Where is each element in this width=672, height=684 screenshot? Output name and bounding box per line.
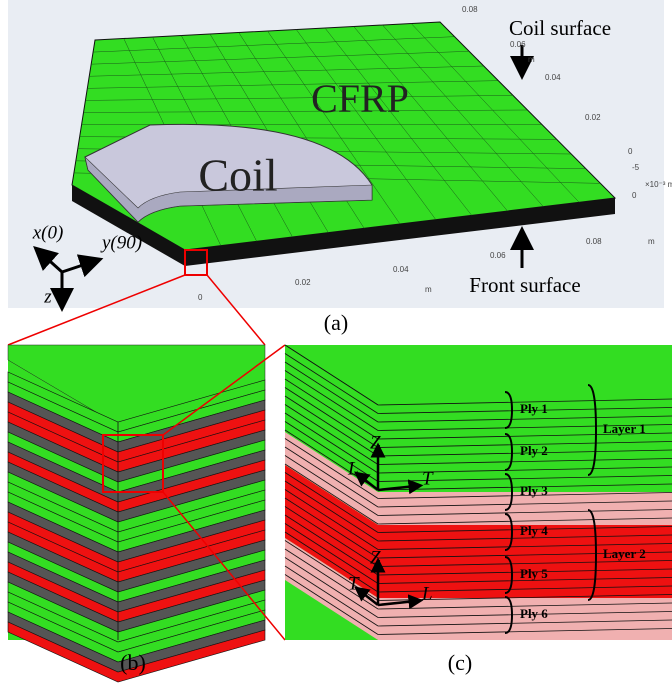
front-surface: Front surface bbox=[469, 273, 580, 297]
axis-z: z bbox=[43, 286, 52, 307]
axis-label: T bbox=[422, 468, 434, 489]
layer-label: Layer 1 bbox=[603, 421, 646, 436]
axis-label: L bbox=[347, 458, 359, 479]
ply-label: Ply 2 bbox=[520, 443, 548, 458]
panel-label: (a) bbox=[324, 310, 348, 335]
tick-label: 0.04 bbox=[393, 265, 409, 274]
tick-label: 0.06 bbox=[510, 40, 526, 49]
axis-label: L bbox=[421, 583, 433, 604]
ply-label: Ply 3 bbox=[520, 483, 548, 498]
axis-label: Z bbox=[370, 547, 381, 568]
axis-x: x(0) bbox=[32, 222, 64, 243]
tick-label: 0 bbox=[632, 191, 637, 200]
tick-label: 0 bbox=[628, 147, 633, 156]
tick-label: 0.08 bbox=[462, 5, 478, 14]
coil-surface: Coil surface bbox=[509, 16, 611, 40]
tick-label: 0.08 bbox=[586, 237, 602, 246]
tick-label: 0.04 bbox=[545, 73, 561, 82]
ply-label: Ply 1 bbox=[520, 401, 548, 416]
tick-label: m bbox=[528, 55, 535, 64]
figure: CFRP Coil Coil surface Front surface x(0… bbox=[0, 0, 672, 684]
ply-label: Ply 4 bbox=[520, 523, 548, 538]
tick-label: 0 bbox=[198, 293, 203, 302]
cfrp-label: CFRP bbox=[311, 76, 409, 121]
tick-label: m bbox=[425, 285, 432, 294]
tick-label: ×10⁻³ m bbox=[645, 180, 672, 189]
ply-label: Ply 5 bbox=[520, 566, 548, 581]
tick-label: 0.02 bbox=[585, 113, 601, 122]
axis-label: Z bbox=[370, 432, 381, 453]
tick-label: m bbox=[648, 237, 655, 246]
panel-c: Ply 1 Ply 2 Ply 3 Ply 4 Ply 5 Ply 6 Layer 1 Lay… bbox=[285, 345, 672, 640]
tick-label: -5 bbox=[632, 163, 640, 172]
tick-label: 0.06 bbox=[490, 251, 506, 260]
coil-label: Coil bbox=[198, 150, 277, 201]
panel-label: (c) bbox=[448, 650, 472, 675]
axis-y: y(90) bbox=[100, 232, 142, 253]
panel-a: CFRP Coil Coil surface Front surface x(0… bbox=[8, 0, 672, 308]
ply-label: Ply 6 bbox=[520, 606, 548, 621]
panel-label: (b) bbox=[120, 650, 146, 675]
panel-b bbox=[8, 345, 265, 682]
axis-label: T bbox=[348, 573, 360, 594]
tick-label: 0.02 bbox=[295, 278, 311, 287]
layer-label: Layer 2 bbox=[603, 546, 646, 561]
